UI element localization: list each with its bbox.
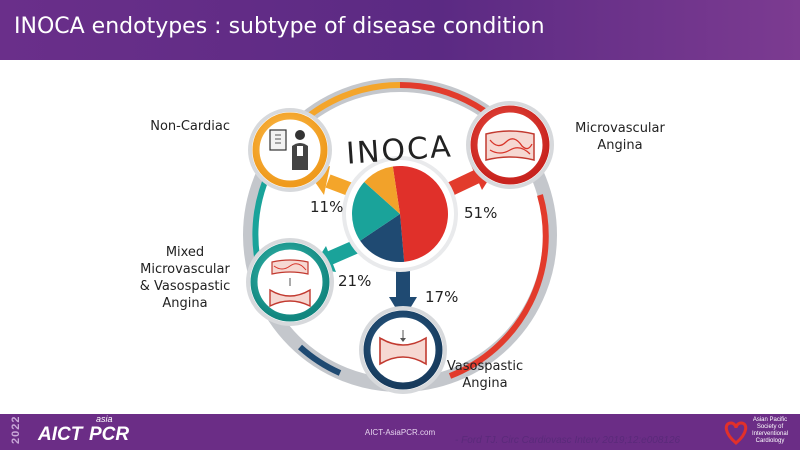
citation: - Ford TJ. Circ Cardiovasc Interv 2019;1…	[455, 435, 681, 446]
pct-mixed: 21%	[338, 272, 372, 290]
node-mixed	[246, 238, 334, 326]
vasospasm-icon	[379, 330, 427, 366]
title-bar: INOCA endotypes : subtype of disease con…	[0, 0, 800, 60]
pct-non-cardiac: 11%	[310, 198, 344, 216]
microvessels-icon	[485, 130, 535, 161]
footer-url[interactable]: AICT-AsiaPCR.com	[364, 428, 436, 437]
node-non-cardiac	[248, 108, 332, 192]
label-non-cardiac: Non-Cardiac	[150, 119, 230, 134]
inoca-pie	[352, 165, 449, 262]
logo-pcr: PCR	[89, 424, 130, 445]
mixed-vessel-icon	[269, 259, 311, 308]
node-microvascular	[466, 101, 554, 189]
pct-vasospastic: 17%	[425, 288, 459, 306]
pie-slice-vasospastic-angina	[360, 214, 405, 262]
label-mixed: Mixed Microvascular & Vasospastic Angina	[139, 245, 231, 311]
slide-title: INOCA endotypes : subtype of disease con…	[14, 14, 545, 39]
label-microvascular: Microvascular Angina	[575, 121, 665, 153]
apsic-name: Asian Pacific Society of Interventional …	[751, 417, 789, 444]
pct-microvascular: 51%	[464, 204, 498, 222]
ring-segment-red-right	[448, 194, 549, 379]
doctor-xray-icon	[269, 129, 308, 170]
logo-asia: asia	[96, 414, 113, 424]
pie-slice-non-cardiac	[364, 166, 400, 214]
ring-segment-navy	[297, 344, 342, 376]
pie-slice-microvascular-angina	[392, 165, 449, 262]
footer-bar: 2022 AICT asia PCR AICT-AsiaPCR.com Asia…	[0, 414, 800, 450]
inoca-label: INOCA	[345, 129, 454, 171]
apsic-heart-logo	[724, 421, 748, 445]
pie-slice-mixed-microvascular-vasospastic-angina	[352, 182, 400, 241]
node-vasospastic	[359, 306, 447, 394]
logo-aict: AICT	[38, 424, 83, 445]
label-vasospastic: Vasospastic Angina	[446, 359, 524, 391]
